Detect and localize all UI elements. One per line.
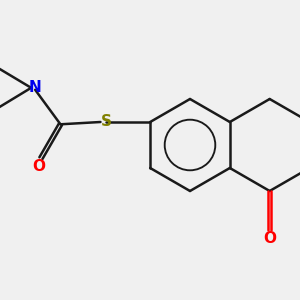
Text: S: S: [101, 115, 112, 130]
Text: O: O: [263, 231, 276, 246]
Text: O: O: [32, 159, 45, 174]
Text: N: N: [29, 80, 41, 95]
